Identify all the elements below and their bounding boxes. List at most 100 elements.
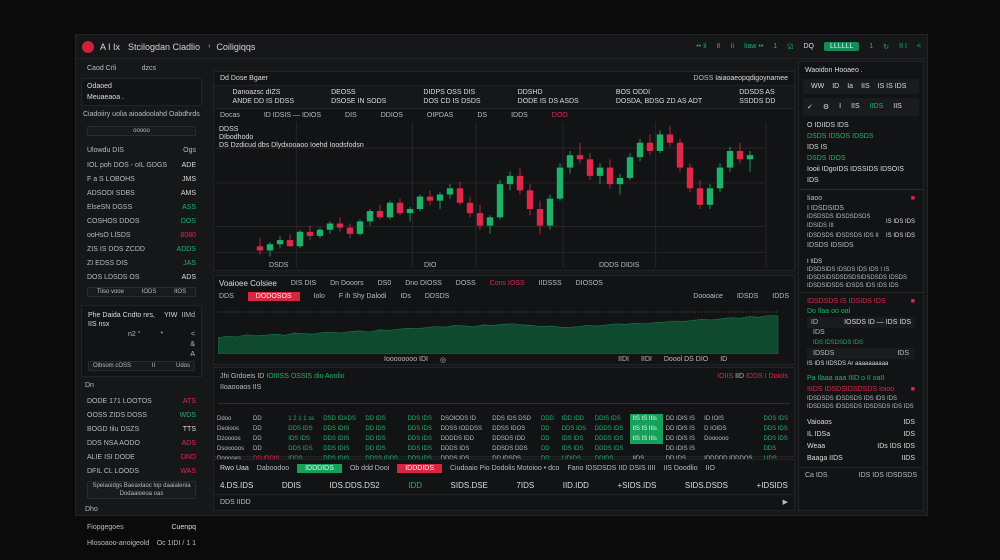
- header-item[interactable]: 8: [716, 43, 721, 50]
- right-option[interactable]: I: [839, 103, 842, 110]
- close-icon[interactable]: ■: [910, 386, 915, 393]
- volume-control[interactable]: IIDI: [618, 356, 629, 363]
- chart-subheader-item[interactable]: DDIOS: [380, 112, 403, 119]
- volume-filter[interactable]: IDSDS: [736, 292, 759, 300]
- header-item[interactable]: DQ: [803, 43, 814, 50]
- volume-tab[interactable]: DS0: [377, 279, 392, 287]
- list-item[interactable]: ZI EDSS DIS JAS: [81, 256, 202, 270]
- chart-subheader-item[interactable]: Docas: [220, 112, 240, 119]
- sell-button[interactable]: IDDDIDS: [397, 463, 442, 473]
- list-item[interactable]: ElseSN DGSS ASS: [81, 200, 202, 214]
- header-item[interactable]: Ii: [730, 43, 735, 50]
- list-item[interactable]: DFIL CL LOODS WAS: [81, 464, 202, 478]
- chart-subheader-item[interactable]: DS: [477, 112, 488, 119]
- right-option[interactable]: IIS: [893, 103, 902, 110]
- right-item[interactable]: Iooii IDgoIDS IDSSIDS IDSOIS IDS: [807, 166, 904, 184]
- header-item[interactable]: ☑: [787, 43, 794, 51]
- buy-button[interactable]: IDDDIDS: [297, 463, 342, 473]
- page-title[interactable]: Stcilogdan Ciadlio: [128, 41, 201, 52]
- volume-tab[interactable]: DIS DIS: [290, 279, 317, 287]
- bottom-bar[interactable]: Spelaoidgs Baeaxlaoc lop daaialenia Doda…: [87, 481, 196, 499]
- volume-filter[interactable]: Iolo: [313, 292, 325, 300]
- volume-control[interactable]: Doool DS DIO: [663, 356, 709, 363]
- right-tab[interactable]: WW: [811, 83, 825, 90]
- right-tab[interactable]: ID: [832, 83, 840, 90]
- input-field[interactable]: ID IOSDS ID — IDS IDS: [807, 317, 915, 328]
- chart-subheader-item[interactable]: DOO: [551, 112, 568, 119]
- list-footer[interactable]: Tiiso vooe IODS IIOS: [87, 287, 196, 297]
- volume-tab[interactable]: Dn Dooors: [330, 279, 364, 287]
- volume-control[interactable]: ID: [720, 356, 728, 363]
- volume-chart[interactable]: [218, 304, 788, 354]
- widget-input[interactable]: <: [190, 331, 195, 338]
- list-item[interactable]: ooHsO LlSDS 8080: [81, 228, 202, 242]
- list-item[interactable]: DOS LDSDS OS ADS: [81, 270, 202, 284]
- volume-filter[interactable]: IDs: [400, 292, 411, 300]
- volume-tab[interactable]: Cons IOSS: [489, 279, 525, 287]
- right-item[interactable]: DSDS IDOS: [807, 155, 846, 162]
- breadcrumb[interactable]: Coiligiqqs: [216, 41, 256, 52]
- chart-toggle[interactable]: DOSS: [693, 75, 714, 82]
- table-cell: DSOIODS ID: [440, 416, 476, 422]
- volume-control[interactable]: IIDI: [640, 356, 652, 363]
- right-tab[interactable]: IIS: [861, 83, 870, 90]
- right-item[interactable]: IDS IS: [807, 144, 828, 151]
- volume-tab[interactable]: IIDSSS: [538, 279, 562, 287]
- input-field[interactable]: IDSDS IDS: [807, 348, 915, 359]
- volume-control[interactable]: ◎: [439, 357, 447, 364]
- chart-subheader-item[interactable]: ID IDSIS — IDIOS: [263, 112, 322, 119]
- list-item[interactable]: ZIS IS DOS ZCDD ADDS: [81, 242, 202, 256]
- gear-icon[interactable]: ⚙: [822, 104, 830, 111]
- header-item[interactable]: ↻: [883, 43, 890, 51]
- list-item[interactable]: BOGD tilu DSZS TTS: [81, 422, 202, 436]
- header-item[interactable]: Iiaw ••: [744, 43, 764, 50]
- volume-filter[interactable]: DDSDS: [424, 292, 450, 300]
- header-item[interactable]: <: [916, 43, 921, 50]
- widget-input[interactable]: n2 °: [128, 331, 141, 338]
- check-icon[interactable]: ✓: [807, 104, 813, 111]
- volume-tab[interactable]: DOSS: [455, 279, 476, 287]
- volume-control[interactable]: Ioooooooo IDI: [384, 356, 428, 363]
- widget-input[interactable]: *: [160, 331, 164, 338]
- list-item[interactable]: ALIE ISI DODE DND: [81, 450, 202, 464]
- right-tab[interactable]: IS IS IDS: [877, 83, 907, 90]
- tab-left-1[interactable]: Caod Crli: [87, 64, 117, 72]
- header-item[interactable]: II I: [899, 43, 907, 50]
- table-row[interactable]: Dzoooos DD IDS IDS DDS IDIS DD IDS DDS IDS DDD…: [214, 434, 794, 444]
- volume-filter[interactable]: DODOSOS: [247, 291, 300, 301]
- volume-tab[interactable]: Dno DIOSS: [405, 279, 442, 287]
- header-item[interactable]: 1: [869, 43, 874, 50]
- close-icon[interactable]: ■: [910, 298, 915, 305]
- table-row[interactable]: Dsooooos DD DDS IDS DDS IDIS DD IDS DDS IDS DD…: [214, 444, 794, 454]
- list-item[interactable]: F a S LOBOHS JMS: [81, 172, 202, 186]
- table-row[interactable]: Deoioos DD DDS IDS DDS IDIS DD IDS DDS IDS DDS…: [214, 424, 794, 434]
- volume-filter[interactable]: F ih Shy Dalodi: [338, 292, 387, 300]
- volume-filter[interactable]: IDDS: [772, 292, 789, 300]
- list-item[interactable]: ADSODI SDBS AMS: [81, 186, 202, 200]
- search-input[interactable]: ooooo: [87, 126, 196, 136]
- table-row[interactable]: Ddoo DD 1 2 1 1 ss DSD IDADS DD IDS DDS IDS DS…: [214, 414, 794, 424]
- header-item[interactable]: LLLLLL: [823, 42, 860, 51]
- play-icon[interactable]: ▶: [782, 499, 788, 506]
- close-icon[interactable]: ■: [910, 195, 915, 202]
- list-item[interactable]: IOL poh DOS - oIL GDGS ADE: [81, 158, 202, 172]
- chart-subheader-item[interactable]: IDDS: [511, 112, 528, 119]
- list-item[interactable]: DODE 171 LOOTOS ATS: [81, 394, 202, 408]
- chart-subheader-item[interactable]: DIS: [345, 112, 357, 119]
- right-option[interactable]: IIS: [851, 103, 860, 110]
- right-item[interactable]: O IDIIDS IDS: [807, 122, 849, 129]
- right-option[interactable]: IIDS: [869, 103, 884, 110]
- volume-filter[interactable]: DDS: [219, 292, 234, 300]
- volume-tab[interactable]: DIOSOS: [575, 279, 603, 287]
- chart-subheader-item[interactable]: OIPDAS: [426, 112, 454, 119]
- volume-filter[interactable]: Doooaice: [693, 292, 723, 300]
- right-item[interactable]: DSDS IDSOS IDSDS: [807, 133, 874, 140]
- list-item[interactable]: OOSS ZIDS DOSS WDS: [81, 408, 202, 422]
- list-item[interactable]: COSHOS DDOS DOS: [81, 214, 202, 228]
- right-tab[interactable]: Ia: [847, 83, 854, 90]
- list-item[interactable]: DDS NSA AODO ADS: [81, 436, 202, 450]
- header-item[interactable]: •• Ii: [696, 43, 707, 50]
- header-item[interactable]: 1: [773, 43, 778, 50]
- candlestick-chart[interactable]: [215, 122, 795, 267]
- tab-left-2[interactable]: dzcs: [141, 64, 156, 72]
